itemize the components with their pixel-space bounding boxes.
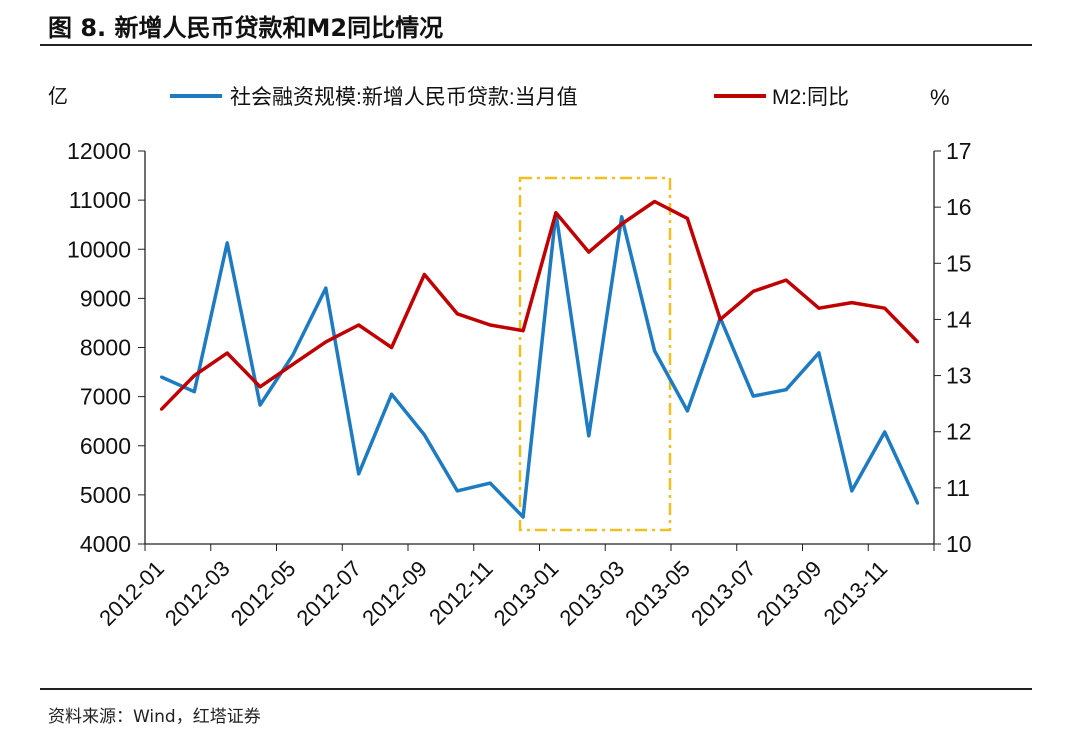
x-tick-label: 2013-03	[554, 556, 629, 631]
data-point-loans	[916, 501, 920, 505]
data-point-loans	[587, 434, 591, 438]
x-tick-label: 2013-11	[819, 556, 893, 630]
data-point-m2	[554, 211, 558, 215]
data-point-loans	[521, 515, 525, 519]
data-point-loans	[685, 409, 689, 413]
left-y-tick-label: 7000	[80, 384, 131, 410]
x-tick-label: 2012-03	[160, 556, 235, 631]
data-point-loans	[850, 489, 854, 493]
right-y-tick-label: 13	[946, 363, 972, 389]
data-point-loans	[488, 481, 492, 485]
left-y-tick-label: 5000	[80, 482, 131, 508]
data-point-m2	[488, 323, 492, 327]
left-unit-label: 亿	[48, 85, 68, 108]
left-y-tick-label: 9000	[80, 285, 131, 311]
data-point-m2	[422, 273, 426, 277]
right-y-tick-label: 15	[946, 250, 972, 276]
data-point-m2	[883, 306, 887, 310]
left-y-tick-label: 8000	[80, 335, 131, 361]
data-point-m2	[784, 278, 788, 282]
data-point-m2	[653, 200, 657, 204]
source-note: 资料来源：Wind，红塔证券	[48, 707, 261, 727]
left-y-tick-label: 11000	[69, 187, 131, 213]
data-point-m2	[850, 301, 854, 305]
data-point-loans	[357, 472, 361, 476]
data-point-m2	[916, 340, 920, 344]
data-point-loans	[291, 353, 295, 357]
data-point-loans	[817, 351, 821, 355]
x-tick-label: 2013-09	[752, 556, 827, 631]
data-point-m2	[817, 306, 821, 310]
right-y-tick-label: 12	[946, 419, 972, 445]
data-point-m2	[455, 312, 459, 316]
legend-label-loans: 社会融资规模:新增人民币贷款:当月值	[230, 86, 578, 109]
data-point-loans	[620, 215, 624, 219]
data-point-loans	[751, 394, 755, 398]
bottom-divider	[40, 688, 1032, 690]
data-point-loans	[390, 392, 394, 396]
right-y-tick-label: 16	[946, 194, 972, 220]
data-point-m2	[390, 346, 394, 349]
data-point-m2	[587, 250, 591, 254]
data-point-loans	[324, 286, 328, 290]
right-y-tick-label: 10	[946, 531, 972, 557]
data-point-m2	[258, 385, 262, 389]
x-tick-label: 2012-11	[424, 556, 498, 630]
data-point-m2	[685, 216, 689, 220]
highlight-box	[518, 176, 672, 532]
top-divider	[40, 44, 1032, 46]
right-unit-label: %	[930, 85, 950, 110]
data-point-loans	[159, 375, 163, 379]
data-point-loans	[784, 388, 788, 392]
x-tick-label: 2012-05	[226, 556, 301, 631]
left-y-tick-label: 10000	[67, 236, 131, 262]
data-point-loans	[422, 433, 426, 437]
legend-label-m2: M2:同比	[772, 86, 849, 109]
right-y-tick-label: 11	[946, 475, 970, 501]
data-point-m2	[192, 374, 196, 378]
left-y-tick-label: 12000	[67, 138, 131, 164]
x-tick-label: 2013-01	[489, 556, 564, 631]
series-line-m2	[160, 199, 919, 411]
data-point-m2	[324, 340, 328, 344]
data-point-loans	[455, 489, 459, 493]
series-line-loans	[160, 211, 920, 519]
data-point-m2	[291, 362, 295, 366]
data-point-loans	[653, 349, 657, 353]
data-point-loans	[883, 430, 887, 434]
data-point-m2	[521, 329, 525, 333]
data-point-m2	[620, 222, 624, 226]
data-point-m2	[751, 289, 755, 293]
data-point-m2	[225, 351, 229, 355]
data-point-loans	[192, 390, 196, 394]
x-tick-label: 2013-07	[686, 556, 761, 631]
x-tick-label: 2012-01	[94, 556, 169, 631]
left-y-tick-label: 6000	[80, 433, 131, 459]
right-y-tick-label: 14	[946, 306, 972, 332]
x-tick-label: 2012-07	[291, 556, 366, 631]
data-point-loans	[258, 403, 262, 407]
data-point-m2	[159, 407, 163, 411]
x-tick-label: 2012-09	[357, 556, 432, 631]
left-y-tick-label: 4000	[80, 531, 131, 557]
figure-title: 图 8. 新增人民币贷款和M2同比情况	[48, 14, 444, 42]
data-point-m2	[357, 323, 361, 327]
right-y-tick-label: 17	[946, 138, 972, 164]
data-point-m2	[718, 317, 722, 321]
data-point-loans	[225, 241, 229, 245]
x-tick-label: 2013-05	[620, 556, 695, 631]
